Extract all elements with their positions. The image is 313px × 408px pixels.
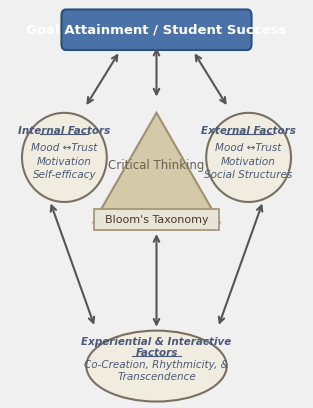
Text: Motivation: Motivation [221,157,276,167]
Ellipse shape [206,113,291,202]
Text: External Factors: External Factors [201,126,296,136]
FancyBboxPatch shape [61,9,252,50]
FancyBboxPatch shape [94,209,219,231]
Text: Critical Thinking: Critical Thinking [108,159,205,172]
Text: Goal Attainment / Student Success: Goal Attainment / Student Success [26,23,287,36]
Text: Experiential & Interactive: Experiential & Interactive [81,337,232,347]
Ellipse shape [22,113,107,202]
Text: Mood ↔Trust: Mood ↔Trust [31,144,98,153]
Text: Factors: Factors [135,348,178,358]
Text: Mood ↔Trust: Mood ↔Trust [215,144,282,153]
Text: Co-Creation, Rhythmicity, &: Co-Creation, Rhythmicity, & [84,360,229,370]
Text: Transcendence: Transcendence [117,372,196,382]
Polygon shape [94,113,219,222]
Text: Bloom's Taxonomy: Bloom's Taxonomy [105,215,208,225]
Text: Internal Factors: Internal Factors [18,126,110,136]
Text: Motivation: Motivation [37,157,92,167]
Ellipse shape [86,330,227,401]
Text: Self-efficacy: Self-efficacy [33,170,96,180]
Text: Social Structures: Social Structures [204,170,293,180]
